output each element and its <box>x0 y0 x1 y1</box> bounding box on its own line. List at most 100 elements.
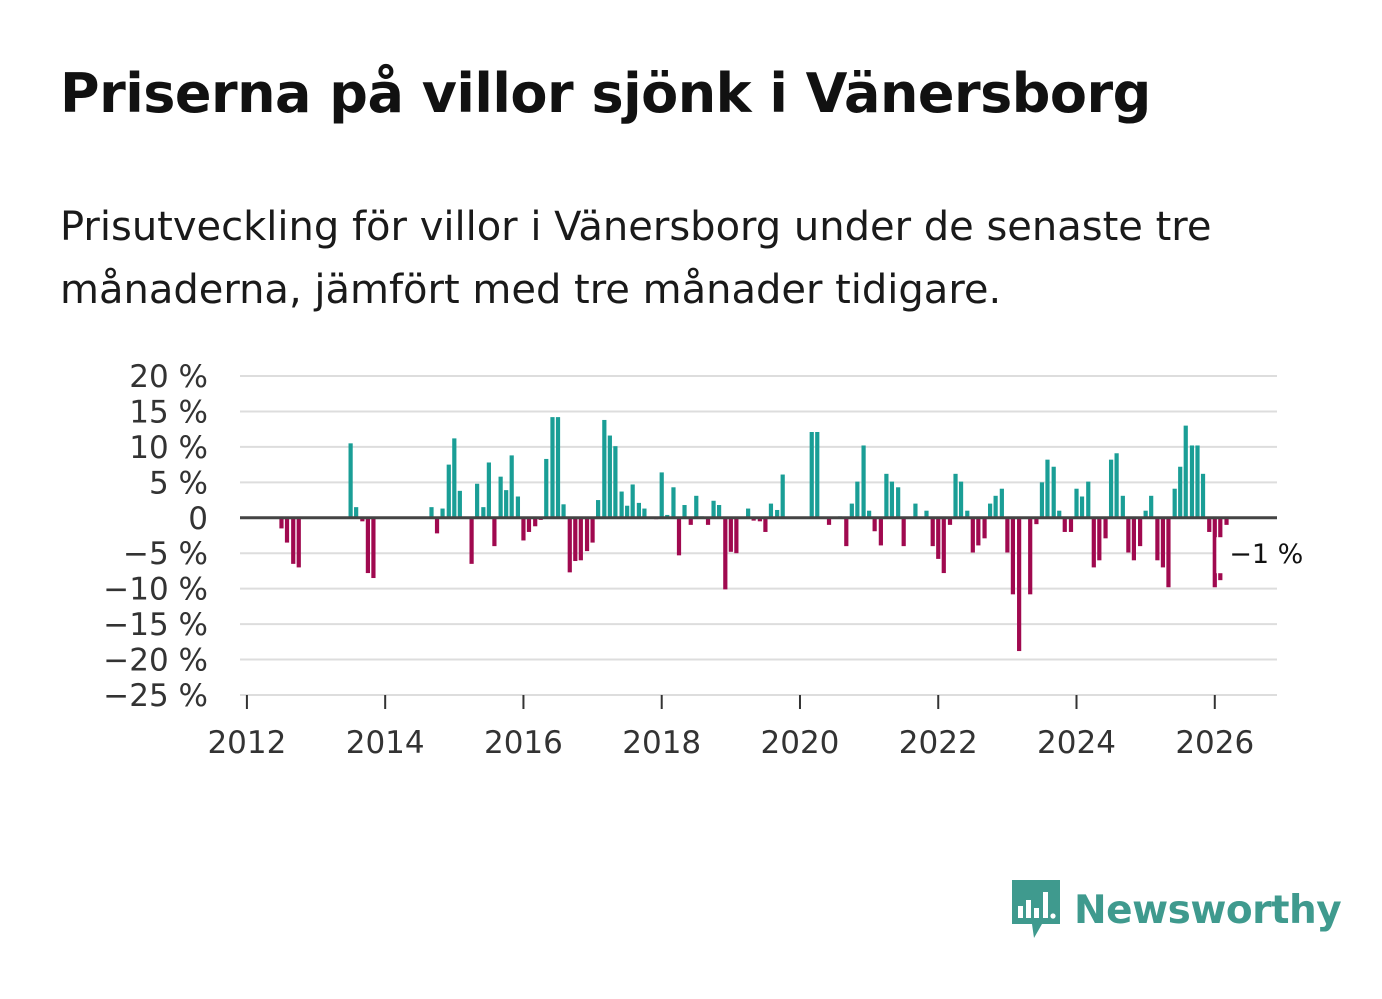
annotation-background <box>1216 537 1317 574</box>
bar <box>970 517 975 553</box>
bar <box>659 472 664 518</box>
bar <box>763 517 768 532</box>
bar <box>878 517 883 546</box>
bar <box>481 507 486 518</box>
bar <box>1207 517 1212 532</box>
bar <box>498 476 503 518</box>
bar <box>296 517 301 568</box>
bar <box>999 488 1004 518</box>
bar <box>780 474 785 518</box>
bar <box>429 507 434 518</box>
bar <box>509 455 514 518</box>
bar <box>596 500 601 518</box>
y-tick-label: 10 % <box>129 430 208 466</box>
bar <box>1126 517 1131 553</box>
x-tick-label: 2012 <box>207 725 286 761</box>
bar <box>1068 517 1074 532</box>
newsworthy-logo-icon <box>1012 880 1060 938</box>
bar <box>930 517 935 547</box>
bar <box>976 517 981 546</box>
bar <box>590 517 595 543</box>
y-tick-label: −10 % <box>103 572 208 608</box>
bar <box>584 517 590 552</box>
bar <box>1195 445 1200 518</box>
bar <box>642 508 647 518</box>
bar <box>809 432 814 518</box>
bar <box>723 517 728 590</box>
bar <box>1172 488 1177 518</box>
bar <box>734 517 739 554</box>
bar <box>849 503 854 518</box>
bar-chart: 20 %15 %10 %5 %0−5 %−10 %−15 %−20 %−25 %… <box>103 359 1317 761</box>
y-tick-label: 5 % <box>149 465 208 501</box>
bar <box>630 484 635 518</box>
bar <box>526 517 532 532</box>
bar <box>452 438 457 518</box>
bar <box>1131 517 1136 561</box>
bar <box>602 419 607 518</box>
chart-title: Priserna på villor sjönk i Vänersborg <box>60 62 1151 125</box>
bar <box>573 517 578 562</box>
x-axis: 2012 2014 2016 2018 2020 2022 2024 2026 <box>207 695 1254 761</box>
bar <box>440 508 445 518</box>
annotation-label: −1 % <box>1229 539 1303 570</box>
bar <box>515 496 521 518</box>
bar <box>987 503 993 518</box>
bar <box>671 487 676 518</box>
bar <box>1143 510 1148 518</box>
bar <box>360 517 365 522</box>
bar <box>815 432 820 518</box>
x-tick-label: 2026 <box>1175 725 1254 761</box>
bar <box>504 490 509 518</box>
bar <box>371 517 376 579</box>
bar <box>711 500 716 518</box>
bar <box>1057 510 1062 518</box>
y-tick-label: −25 % <box>103 678 208 714</box>
bar <box>457 490 462 518</box>
x-tick-label: 2014 <box>346 725 425 761</box>
bar <box>1091 517 1096 568</box>
bar <box>958 481 964 518</box>
x-tick-label: 2020 <box>761 725 840 761</box>
bar <box>1183 425 1188 518</box>
bar <box>544 458 549 518</box>
bar <box>965 510 970 518</box>
bar <box>1212 517 1217 588</box>
bar <box>561 504 566 518</box>
bar <box>1045 459 1050 518</box>
y-tick-label: 15 % <box>129 394 208 430</box>
bar <box>521 517 526 541</box>
bar <box>936 517 941 559</box>
bar <box>993 495 998 518</box>
bar <box>982 517 987 539</box>
bar <box>1074 488 1079 518</box>
bar <box>1062 517 1067 532</box>
bar <box>1086 481 1091 518</box>
bar <box>619 491 624 518</box>
bar <box>550 417 555 518</box>
y-tick-label: 0 <box>188 501 208 537</box>
bar <box>901 517 906 547</box>
bar <box>284 517 290 543</box>
bar <box>1017 517 1022 652</box>
bar <box>826 517 832 525</box>
bar <box>728 517 733 552</box>
bar <box>1155 517 1160 561</box>
bar <box>291 517 296 564</box>
bar <box>1005 517 1010 553</box>
bar <box>1149 495 1154 518</box>
y-tick-label: −20 % <box>103 643 208 679</box>
bar <box>636 502 641 518</box>
bar <box>625 505 630 518</box>
bar <box>757 517 762 522</box>
grid-lines <box>240 375 1277 696</box>
bar <box>567 517 572 573</box>
bar <box>365 517 370 574</box>
bar <box>872 517 877 532</box>
bar <box>1010 517 1016 595</box>
x-tick-label: 2024 <box>1037 725 1116 761</box>
brand-logo: Newsworthy <box>1010 878 1342 942</box>
y-tick-label: −5 % <box>123 536 208 572</box>
bar <box>896 487 901 518</box>
bar <box>1034 517 1039 525</box>
